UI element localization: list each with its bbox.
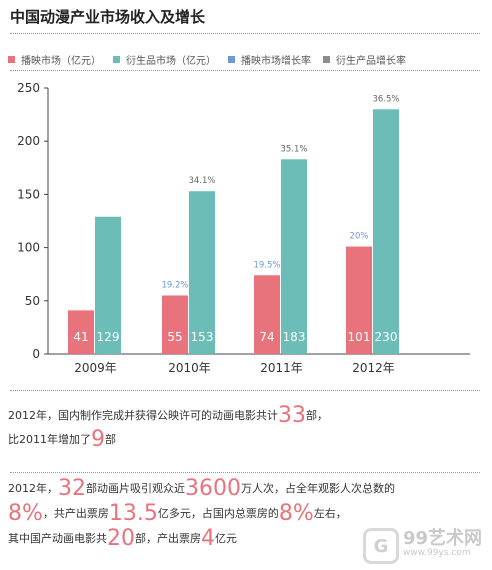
text-segment: 比2011年增加了 xyxy=(8,433,91,446)
value-label-screening: 41 xyxy=(73,330,88,344)
highlight-number: 20 xyxy=(107,526,135,551)
bar-derivative-market xyxy=(95,216,121,354)
legend-item: 衍生产品增长率 xyxy=(323,52,406,67)
text-segment: 2012年， xyxy=(8,482,58,495)
legend-item: 播映市场（亿元） xyxy=(8,52,101,67)
text-segment: 万人次，占全年观影人次总数的 xyxy=(241,482,395,495)
bar-screening-market xyxy=(346,246,372,354)
bar-derivative-market xyxy=(189,191,215,354)
bar-derivative-market xyxy=(281,159,307,354)
legend-swatch xyxy=(228,56,235,63)
text-segment: 部动画片吸引观众近 xyxy=(86,482,185,495)
watermark: G 99艺术网 www.99ys.com xyxy=(362,528,482,564)
legend-swatch xyxy=(113,56,120,63)
text-segment: 2012年，国内制作完成并获得公映许可的动画电影共计 xyxy=(8,409,278,422)
section-divider xyxy=(10,472,480,473)
growth-label-screening: 19.2% xyxy=(161,280,188,290)
growth-label-derivative: 34.1% xyxy=(188,176,215,186)
highlight-number: 9 xyxy=(91,427,105,452)
text-segment: 亿元 xyxy=(215,532,237,545)
y-tick-label: 200 xyxy=(17,134,40,148)
bar-screening-market xyxy=(68,310,94,354)
text-segment: ，共产出票房 xyxy=(42,507,109,520)
legend: 播映市场（亿元） 衍生品市场（亿元） 播映市场增长率 衍生产品增长率 xyxy=(8,52,492,67)
y-tick-label: 50 xyxy=(25,294,40,308)
text-segment: 亿多元，占国内总票房的 xyxy=(157,507,279,520)
text-segment: 左右， xyxy=(313,507,347,520)
x-tick-label: 2012年 xyxy=(352,361,395,375)
bar-screening-market xyxy=(162,295,188,354)
text-segment: 部， xyxy=(306,409,328,422)
value-label-derivative: 129 xyxy=(97,330,120,344)
value-label-screening: 55 xyxy=(167,330,182,344)
section-divider xyxy=(10,390,480,391)
value-label-derivative: 153 xyxy=(191,330,214,344)
highlight-number: 8% xyxy=(8,501,43,526)
legend-label: 播映市场（亿元） xyxy=(21,56,101,67)
y-tick-label: 250 xyxy=(17,81,40,95)
text-segment: 部，产出票房 xyxy=(135,532,201,545)
paragraph-box-office: 2012年，32部动画片吸引观众近3600万人次，占全年观影人次总数的 8%，共… xyxy=(8,476,488,551)
highlight-number: 8% xyxy=(278,501,314,526)
x-tick-label: 2011年 xyxy=(260,361,303,375)
highlight-number: 33 xyxy=(278,403,306,428)
x-tick-label: 2010年 xyxy=(168,361,211,375)
legend-label: 衍生产品增长率 xyxy=(336,56,406,67)
value-label-screening: 101 xyxy=(348,330,371,344)
growth-label-derivative: 36.5% xyxy=(372,94,399,104)
highlight-number: 13.5 xyxy=(108,501,158,526)
value-label-derivative: 230 xyxy=(375,330,398,344)
growth-label-screening: 19.5% xyxy=(253,260,280,270)
y-tick-label: 0 xyxy=(32,347,40,361)
watermark-logo-icon: G xyxy=(362,528,399,564)
chart-title: 中国动漫产业市场收入及增长 xyxy=(10,8,206,26)
legend-divider xyxy=(10,70,480,71)
value-label-screening: 74 xyxy=(259,330,274,344)
value-label-derivative: 183 xyxy=(283,330,306,344)
y-tick-label: 150 xyxy=(17,187,40,201)
legend-label: 衍生品市场（亿元） xyxy=(126,56,216,67)
legend-swatch xyxy=(8,56,15,63)
highlight-number: 4 xyxy=(201,526,215,551)
x-tick-label: 2009年 xyxy=(74,361,117,375)
highlight-number: 3600 xyxy=(185,476,241,501)
bar-screening-market xyxy=(254,275,280,354)
title-divider xyxy=(10,33,480,34)
y-tick-label: 100 xyxy=(17,241,40,255)
paragraph-film-count: 2012年，国内制作完成并获得公映许可的动画电影共计33部， 比2011年增加了… xyxy=(8,404,488,452)
text-segment: 部 xyxy=(105,433,116,446)
growth-label-screening: 20% xyxy=(350,232,369,242)
highlight-number: 32 xyxy=(58,476,86,501)
legend-item: 播映市场增长率 xyxy=(228,52,311,67)
bar-derivative-market xyxy=(373,109,399,354)
growth-label-derivative: 35.1% xyxy=(280,144,307,154)
legend-swatch xyxy=(323,56,330,63)
watermark-url: www.99ys.com xyxy=(402,548,471,558)
bar-chart: 250 200 150 100 50 0 41 129 2009年 19.2% 34.1% 55 153… xyxy=(17,81,470,375)
legend-item: 衍生品市场（亿元） xyxy=(113,52,216,67)
legend-label: 播映市场增长率 xyxy=(241,56,311,67)
text-segment: 其中国产动画电影共 xyxy=(8,532,107,545)
watermark-name: 99艺术网 xyxy=(402,528,482,549)
